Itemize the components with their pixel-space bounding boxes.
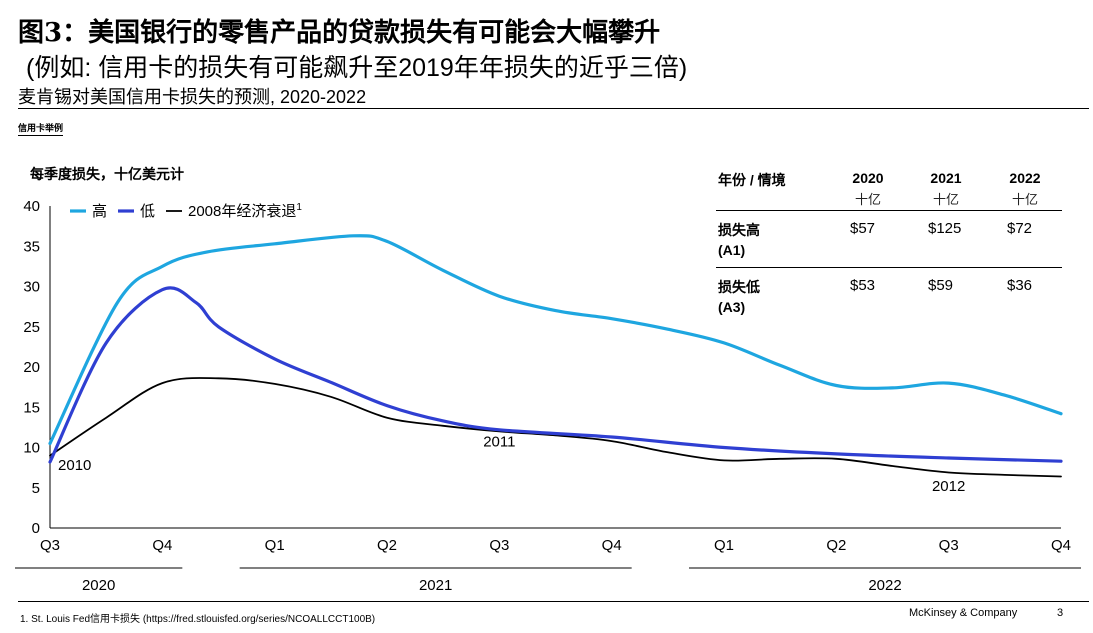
table-rule bbox=[716, 210, 1062, 211]
x-tick-label: Q4 bbox=[602, 537, 622, 554]
table-cell: $72 bbox=[1007, 220, 1033, 237]
y-tick-label: 35 bbox=[23, 238, 40, 255]
table-rule bbox=[716, 267, 1062, 268]
footer-divider bbox=[18, 601, 1089, 602]
year-label: 2021 bbox=[419, 577, 452, 594]
x-tick-label: Q2 bbox=[377, 537, 397, 554]
legend-label: 低 bbox=[140, 203, 155, 220]
footnote: 1. St. Louis Fed信用卡损失 (https://fred.stlo… bbox=[20, 614, 376, 625]
table-cell: $57 bbox=[850, 220, 876, 237]
table-unit-2022: 十亿 bbox=[1011, 192, 1038, 207]
y-tick-label: 30 bbox=[23, 279, 40, 296]
y-tick-label: 20 bbox=[23, 359, 40, 376]
annotation-year-label: 2012 bbox=[932, 478, 965, 495]
page-title-secondary: (例如: 信用卡的损失有可能飙升至2019年年损失的近乎三倍) bbox=[26, 54, 688, 82]
table-cell: $125 bbox=[928, 220, 962, 237]
x-tick-label: Q3 bbox=[489, 537, 509, 554]
y-tick-label: 0 bbox=[32, 520, 40, 537]
page-title: 图3：美国银行的零售产品的贷款损失有可能会大幅攀升 bbox=[18, 18, 661, 48]
table-row-label: 损失高 bbox=[718, 222, 760, 238]
x-tick-label: Q1 bbox=[265, 537, 285, 554]
year-label: 2022 bbox=[868, 577, 901, 594]
table-unit-2020: 十亿 bbox=[854, 192, 881, 207]
x-tick-label: Q4 bbox=[1051, 537, 1071, 554]
subtitle-divider bbox=[18, 108, 1089, 109]
series-line-high bbox=[48, 234, 1063, 446]
example-tag: 信用卡举例 bbox=[18, 121, 64, 136]
legend-label: 高 bbox=[92, 203, 107, 220]
x-tick-label: Q2 bbox=[826, 537, 846, 554]
annotation-year-label: 2010 bbox=[58, 457, 91, 474]
y-tick-label: 15 bbox=[23, 399, 40, 416]
table-header-label: 年份 / 情境 bbox=[718, 172, 786, 188]
series-line-low bbox=[48, 286, 1063, 464]
legend-label: 2008年经济衰退1 bbox=[188, 202, 302, 220]
table-year-2020: 2020 bbox=[852, 170, 884, 186]
annotation-year-label: 2011 bbox=[483, 434, 515, 451]
table-year-2022: 2022 bbox=[1009, 170, 1041, 186]
year-label: 2020 bbox=[82, 577, 115, 594]
table-cell: $36 bbox=[1007, 277, 1033, 294]
table-unit-2021: 十亿 bbox=[932, 192, 959, 207]
table-cell: $53 bbox=[850, 277, 876, 294]
y-axis-label: 每季度损失，十亿美元计 bbox=[30, 166, 184, 182]
y-tick-label: 5 bbox=[32, 480, 40, 497]
series-line-2008-recession bbox=[49, 377, 1062, 478]
chart-subtitle: 麦肯锡对美国信用卡损失的预测, 2020-2022 bbox=[18, 87, 367, 107]
y-tick-label: 40 bbox=[23, 198, 40, 215]
table-row-code: (A1) bbox=[718, 242, 746, 258]
x-tick-label: Q3 bbox=[939, 537, 959, 554]
page-number: 3 bbox=[1057, 607, 1064, 619]
x-tick-label: Q3 bbox=[40, 537, 60, 554]
table-row-code: (A3) bbox=[718, 299, 746, 315]
table-year-2021: 2021 bbox=[930, 170, 962, 186]
x-tick-label: Q1 bbox=[714, 537, 734, 554]
table-row-label: 损失低 bbox=[718, 279, 760, 295]
x-tick-label: Q4 bbox=[152, 537, 172, 554]
table-cell: $59 bbox=[928, 277, 954, 294]
y-tick-label: 25 bbox=[23, 319, 40, 336]
brand-name: McKinsey & Company bbox=[909, 607, 1018, 619]
y-tick-label: 10 bbox=[23, 440, 40, 457]
